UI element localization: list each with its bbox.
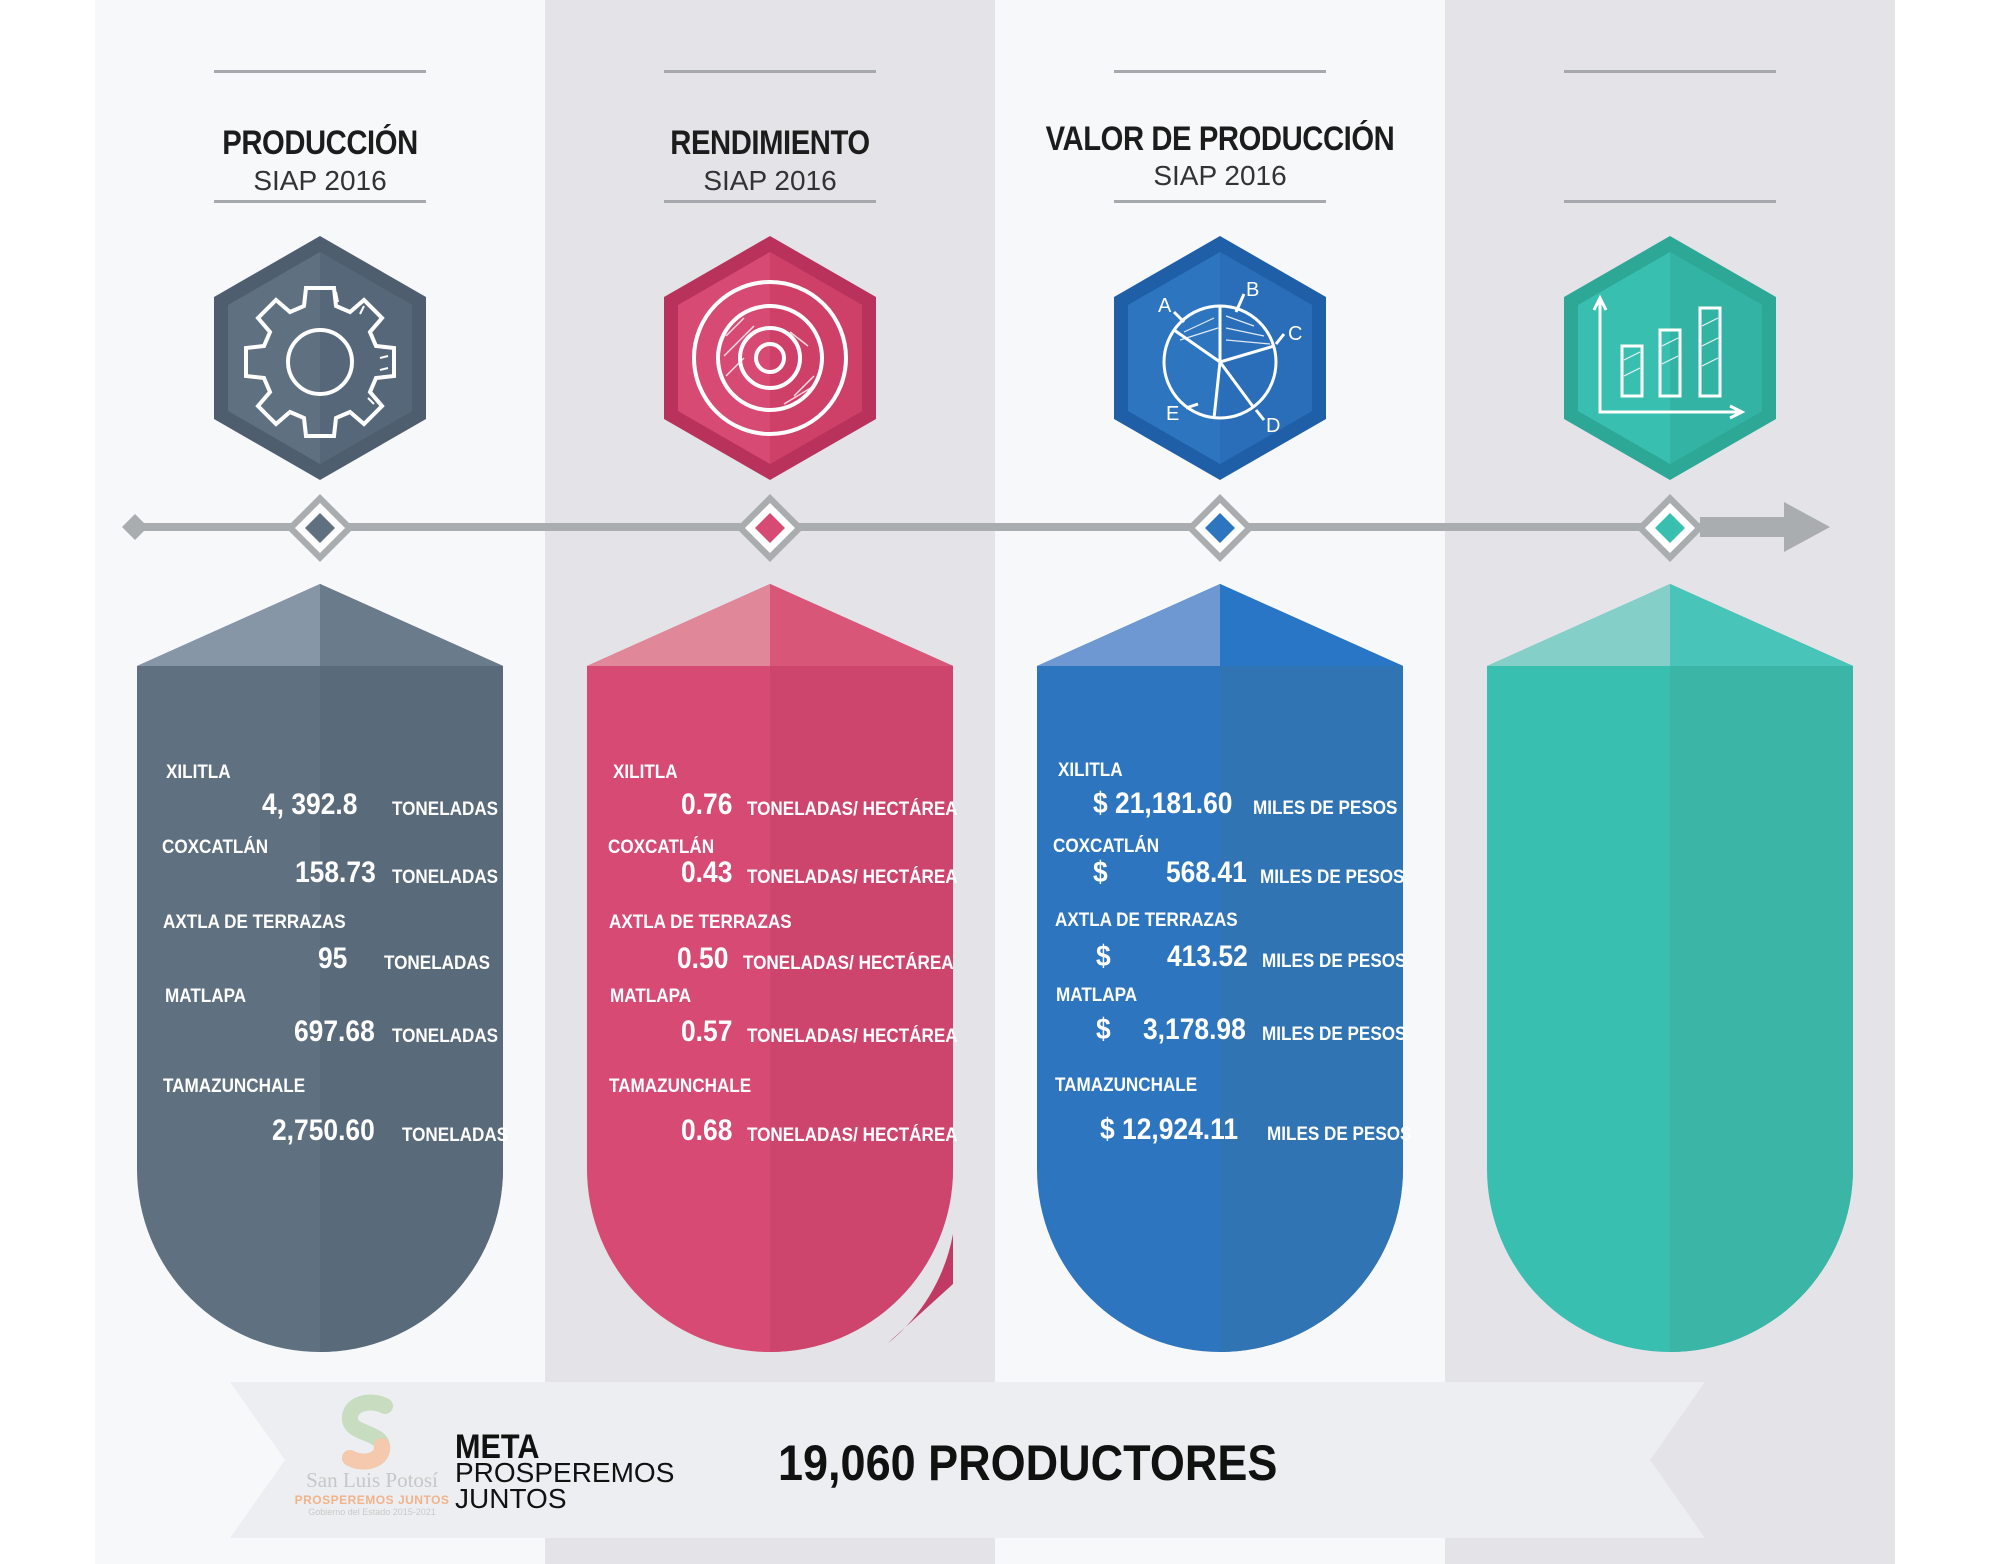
logo-tagline: PROSPEREMOS JUNTOS [294, 1493, 450, 1507]
card-blank [1487, 584, 1853, 1352]
column-title-valor: VALOR DE PRODUCCIÓN [1045, 120, 1395, 158]
row-unit: TONELADAS/ HECTÁREA [747, 867, 958, 888]
row-value: 697.68 [294, 1015, 375, 1048]
row-unit: TONELADAS [402, 1125, 509, 1146]
row-value: $ 12,924.11 [1100, 1113, 1239, 1146]
pie-letter-e: E [1166, 403, 1179, 425]
row-value: $ [1096, 940, 1111, 973]
target-icon [664, 236, 876, 480]
row-label: TAMAZUNCHALE [609, 1076, 752, 1097]
row-unit: MILES DE PESOS [1262, 1024, 1407, 1045]
row-value: 0.50 [677, 942, 729, 975]
column-title-rendimiento: RENDIMIENTO [670, 124, 870, 162]
card-produccion [137, 584, 503, 1352]
footer-banner [230, 1382, 1705, 1538]
bar-chart-icon [1564, 236, 1776, 480]
row-unit: TONELADAS/ HECTÁREA [747, 799, 958, 820]
header-rule [1114, 200, 1326, 203]
row-value: 0.76 [681, 788, 733, 821]
row-unit: TONELADAS/ HECTÁREA [747, 1026, 958, 1047]
row-label: XILITLA [166, 762, 231, 783]
row-label: COXCATLÁN [608, 837, 715, 858]
row-value: 4, 392.8 [262, 788, 358, 821]
row-unit: MILES DE PESOS [1262, 951, 1407, 972]
logo: San Luis Potosí PROSPEREMOS JUNTOS Gobie… [292, 1468, 452, 1517]
meta-label: META [455, 1428, 540, 1466]
row-value: $ [1096, 1013, 1111, 1046]
header-rule [214, 70, 426, 73]
timeline-start-marker [122, 514, 148, 540]
header-rule [1564, 70, 1776, 73]
logo-icon [342, 1394, 393, 1470]
meta-text: PROSPEREMOS JUNTOS [455, 1457, 675, 1514]
gear-icon [214, 236, 426, 480]
row-unit: TONELADAS [392, 867, 499, 888]
row-value: 3,178.98 [1143, 1013, 1246, 1046]
header-rule [664, 70, 876, 73]
row-label: AXTLA DE TERRAZAS [609, 912, 792, 933]
pie-letter-b: B [1246, 279, 1259, 301]
pie-letter-a: A [1158, 295, 1172, 317]
timeline-node-4 [1636, 494, 1704, 562]
row-unit: TONELADAS/ HECTÁREA [747, 1125, 958, 1146]
header-rule [664, 200, 876, 203]
row-value: 0.68 [681, 1114, 733, 1147]
row-value: 95 [318, 942, 348, 975]
row-value: 568.41 [1166, 856, 1247, 889]
row-unit: TONELADAS [392, 799, 499, 820]
column-title-produccion: PRODUCCIÓN [222, 124, 418, 162]
logo-name: San Luis Potosí [306, 1468, 438, 1492]
row-value: 0.57 [681, 1015, 733, 1048]
row-unit: MILES DE PESOS [1260, 867, 1405, 888]
row-unit: MILES DE PESOS [1267, 1124, 1412, 1145]
header-rule [214, 200, 426, 203]
row-label: MATLAPA [165, 986, 247, 1007]
row-value: $ [1093, 856, 1108, 889]
row-label: XILITLA [613, 762, 678, 783]
row-unit: MILES DE PESOS [1253, 798, 1398, 819]
row-value: $ 21,181.60 [1093, 787, 1233, 820]
timeline-node-1 [286, 494, 354, 562]
row-unit: TONELADAS [384, 953, 491, 974]
row-label: TAMAZUNCHALE [163, 1076, 306, 1097]
logo-subtext: Gobierno del Estado 2015-2021 [308, 1507, 436, 1517]
pie-letter-d: D [1266, 415, 1280, 437]
timeline-node-3 [1186, 494, 1254, 562]
column-subtitle: SIAP 2016 [1153, 160, 1287, 191]
row-unit: TONELADAS/ HECTÁREA [743, 953, 954, 974]
row-label: MATLAPA [610, 986, 692, 1007]
row-value: 158.73 [295, 856, 376, 889]
row-label: COXCATLÁN [1053, 836, 1160, 857]
row-label: TAMAZUNCHALE [1055, 1075, 1198, 1096]
pie-chart-icon: A B C D E [1114, 236, 1326, 480]
row-label: AXTLA DE TERRAZAS [1055, 910, 1238, 931]
row-value: 0.43 [681, 856, 733, 889]
column-subtitle: SIAP 2016 [253, 165, 387, 196]
timeline-node-2 [736, 494, 804, 562]
timeline-arrow-icon [1700, 502, 1830, 552]
header-rule [1564, 200, 1776, 203]
pie-letter-c: C [1288, 323, 1302, 345]
row-label: XILITLA [1058, 760, 1123, 781]
row-unit: TONELADAS [392, 1026, 499, 1047]
row-label: COXCATLÁN [162, 837, 269, 858]
row-label: AXTLA DE TERRAZAS [163, 912, 346, 933]
card-valor [1037, 584, 1403, 1352]
row-value: 413.52 [1167, 940, 1248, 973]
column-subtitle: SIAP 2016 [703, 165, 837, 196]
row-label: MATLAPA [1056, 985, 1138, 1006]
timeline-axis [130, 523, 1770, 531]
card-rendimiento [587, 584, 953, 1352]
row-value: 2,750.60 [272, 1114, 375, 1147]
header-rule [1114, 70, 1326, 73]
goal-producers: 19,060 PRODUCTORES [778, 1435, 1278, 1491]
